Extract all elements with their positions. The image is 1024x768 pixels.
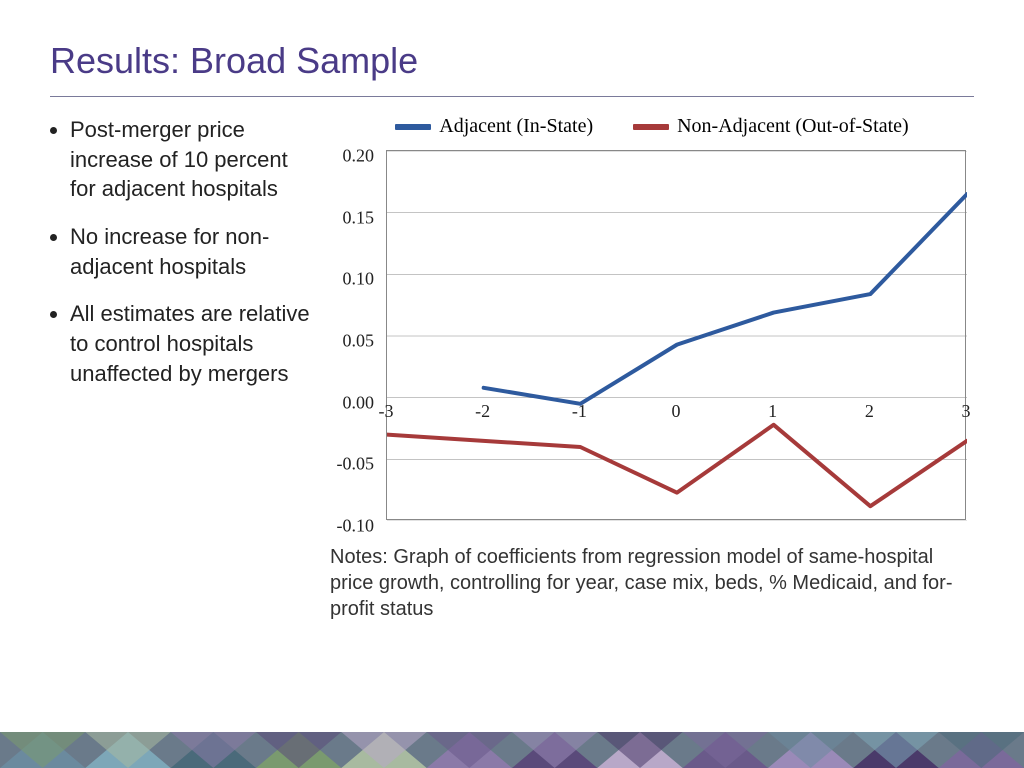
chart-legend: Adjacent (In-State) Non-Adjacent (Out-of… xyxy=(330,115,974,138)
y-tick-label: -0.05 xyxy=(337,454,375,475)
x-tick-label: 0 xyxy=(672,401,681,422)
x-tick-label: 1 xyxy=(768,401,777,422)
bullet-item: No increase for non-adjacent hospitals xyxy=(70,222,310,281)
y-tick-label: 0.20 xyxy=(343,146,375,167)
chart-column: Adjacent (In-State) Non-Adjacent (Out-of… xyxy=(330,115,974,622)
chart-plot-area: -0.10 -0.05 0.00 0.05 0.10 0.15 0.20 -3 -2 -1 0 1 2… xyxy=(330,144,970,534)
content-row: Post-merger price increase of 10 percent… xyxy=(50,115,974,622)
x-tick-label: -1 xyxy=(572,401,587,422)
y-tick-label: 0.15 xyxy=(343,207,375,228)
x-tick-label: -3 xyxy=(379,401,394,422)
y-tick-label: -0.10 xyxy=(337,516,375,537)
slide: Results: Broad Sample Post-merger price … xyxy=(0,0,1024,768)
line-chart xyxy=(386,150,966,520)
x-tick-label: 2 xyxy=(865,401,874,422)
y-tick-label: 0.05 xyxy=(343,331,375,352)
legend-item-nonadjacent: Non-Adjacent (Out-of-State) xyxy=(633,115,909,138)
bullet-item: All estimates are relative to control ho… xyxy=(70,299,310,388)
footer-decoration xyxy=(0,732,1024,768)
legend-label: Non-Adjacent (Out-of-State) xyxy=(677,115,909,138)
slide-title: Results: Broad Sample xyxy=(50,40,974,82)
y-tick-label: 0.10 xyxy=(343,269,375,290)
x-tick-label: -2 xyxy=(475,401,490,422)
x-tick-label: 3 xyxy=(962,401,971,422)
bullet-list: Post-merger price increase of 10 percent… xyxy=(50,115,310,622)
y-tick-label: 0.00 xyxy=(343,392,375,413)
divider xyxy=(50,96,974,97)
legend-label: Adjacent (In-State) xyxy=(439,115,593,138)
legend-swatch xyxy=(395,124,431,130)
legend-item-adjacent: Adjacent (In-State) xyxy=(395,115,593,138)
chart-svg xyxy=(387,151,967,521)
chart-notes: Notes: Graph of coefficients from regres… xyxy=(330,544,970,622)
legend-swatch xyxy=(633,124,669,130)
bullet-item: Post-merger price increase of 10 percent… xyxy=(70,115,310,204)
y-axis-labels: -0.10-0.050.000.050.100.150.20 xyxy=(330,150,378,520)
